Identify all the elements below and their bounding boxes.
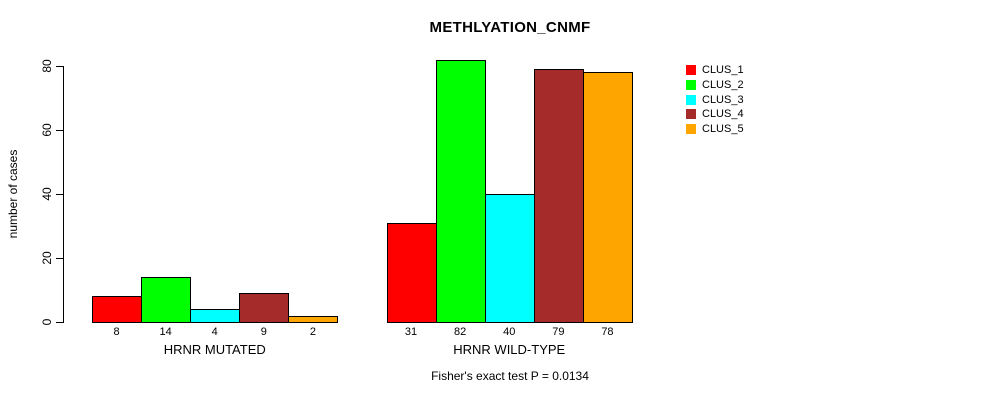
legend-item-clus_5: CLUS_5 — [686, 122, 744, 137]
legend-swatch-clus_5 — [686, 124, 696, 135]
bar-clus_5-mutated — [288, 315, 339, 323]
legend-item-label: CLUS_4 — [702, 108, 744, 121]
bar-value-label: 31 — [404, 326, 418, 338]
y-axis-line — [63, 66, 64, 323]
bar-clus_3-wild-type — [484, 194, 535, 323]
y-axis-tick — [56, 129, 63, 131]
bar-clus_3-mutated — [190, 309, 241, 323]
y-axis-tick-label: 20 — [40, 251, 54, 265]
fisher-test-annotation: Fisher's exact test P = 0.0134 — [431, 369, 589, 383]
bar-value-label: 82 — [454, 326, 467, 338]
bar-value-label: 9 — [260, 326, 267, 338]
bar-clus_1-mutated — [92, 296, 143, 323]
y-axis-label: number of cases — [6, 149, 20, 239]
legend-swatch-clus_2 — [686, 80, 696, 91]
legend-item-label: CLUS_2 — [702, 79, 744, 92]
legend-item-label: CLUS_1 — [702, 64, 744, 77]
y-axis-tick-label: 0 — [40, 318, 54, 326]
legend-item-clus_3: CLUS_3 — [686, 92, 744, 107]
bar-clus_4-wild-type — [533, 69, 584, 323]
bar-clus_4-mutated — [239, 293, 290, 323]
y-axis-tick-label: 60 — [40, 123, 54, 137]
bar-clus_2-mutated — [141, 277, 192, 323]
y-axis-tick-label: 40 — [40, 187, 54, 201]
x-axis-group-label: HRNR WILD-TYPE — [453, 342, 566, 357]
legend-swatch-clus_3 — [686, 94, 696, 105]
legend-swatch-clus_1 — [686, 65, 696, 76]
bar-value-label: 78 — [601, 326, 614, 338]
y-axis-tick — [56, 321, 63, 323]
bar-value-label: 79 — [552, 326, 565, 338]
legend-swatch-clus_4 — [686, 109, 696, 120]
chart-title: METHLYATION_CNMF — [429, 19, 591, 36]
bar-clus_1-wild-type — [386, 222, 437, 323]
y-axis-tick-label: 80 — [40, 59, 54, 73]
bar-value-label: 8 — [113, 326, 120, 338]
legend-item-clus_4: CLUS_4 — [686, 107, 744, 122]
y-axis-tick — [56, 193, 63, 195]
bar-value-label: 4 — [211, 326, 218, 338]
x-axis-group-label: HRNR MUTATED — [163, 342, 266, 357]
bar-clus_5-wild-type — [582, 72, 633, 323]
bar-value-label: 2 — [309, 326, 316, 338]
bar-value-label: 14 — [159, 326, 172, 338]
y-axis-tick — [56, 65, 63, 67]
legend-item-label: CLUS_5 — [702, 123, 744, 136]
legend: CLUS_1 CLUS_2 CLUS_3 CLUS_4 CLUS_5 — [686, 63, 744, 136]
bar-value-label: 40 — [503, 326, 516, 338]
legend-item-label: CLUS_3 — [702, 93, 744, 106]
y-axis-tick — [56, 257, 63, 259]
legend-item-clus_1: CLUS_1 — [686, 63, 744, 78]
legend-item-clus_2: CLUS_2 — [686, 78, 744, 93]
bar-clus_2-wild-type — [435, 59, 486, 323]
